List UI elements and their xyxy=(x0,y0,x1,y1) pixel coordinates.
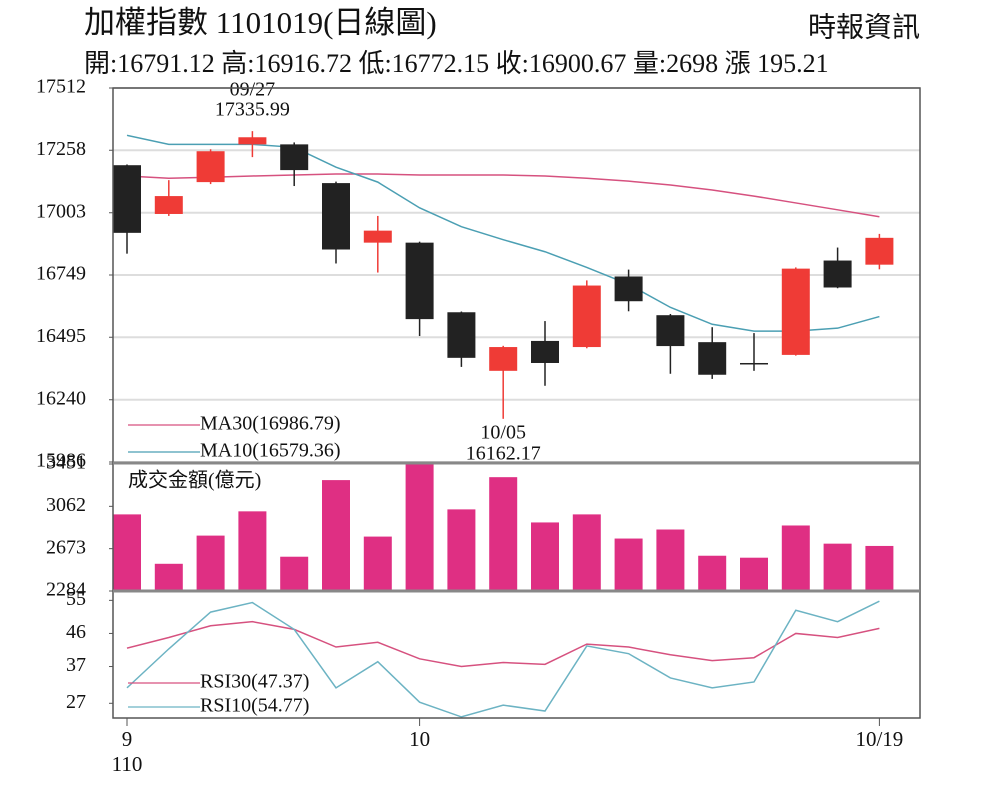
frame xyxy=(112,87,921,719)
legend-label: RSI30(47.37) xyxy=(200,671,309,693)
bar xyxy=(740,557,768,591)
bar xyxy=(113,514,141,591)
bar xyxy=(280,556,309,591)
line-group xyxy=(126,620,880,668)
bar xyxy=(238,511,267,591)
x-tick-label: 10/19 xyxy=(855,727,903,751)
candle-body xyxy=(447,312,476,358)
x-tick-label: 9 xyxy=(122,727,133,751)
bar xyxy=(656,529,685,591)
line xyxy=(126,134,880,332)
bar xyxy=(196,535,225,591)
y-tick-label: 16749 xyxy=(36,263,86,285)
y-tick-label: 3062 xyxy=(46,494,86,516)
bar xyxy=(698,555,727,591)
bar xyxy=(781,525,810,591)
y-tick-label: 2284 xyxy=(46,579,86,601)
y-tick-label: 27 xyxy=(66,691,86,713)
bar xyxy=(322,480,350,591)
line xyxy=(126,600,880,718)
y-tick-label: 46 xyxy=(66,621,86,643)
bar xyxy=(531,522,559,591)
candle-body xyxy=(531,340,559,363)
candle-body xyxy=(363,230,392,243)
bar xyxy=(154,563,183,591)
candle-body xyxy=(196,151,225,183)
candle-body xyxy=(154,196,183,214)
legend-label: MA30(16986.79) xyxy=(200,413,341,435)
y-tick-label: 2673 xyxy=(46,536,86,558)
candle-body xyxy=(322,183,350,250)
y-tick-label: 17003 xyxy=(36,200,86,222)
candle-body xyxy=(113,165,141,233)
candle-body xyxy=(572,285,601,348)
bar xyxy=(865,545,894,591)
chart-title: 加權指數 1101019(日線圖) xyxy=(84,5,437,40)
y-tick-label: 15986 xyxy=(36,450,86,472)
candle-body xyxy=(238,137,267,145)
candle-body xyxy=(781,268,810,355)
candle-body xyxy=(823,260,852,288)
candle-body xyxy=(614,276,643,302)
bar xyxy=(572,514,601,591)
candle-body xyxy=(698,342,727,375)
annotation-value: 17335.99 xyxy=(215,99,290,121)
panel-label: 成交金額(億元) xyxy=(128,469,261,492)
legend-label: RSI10(54.77) xyxy=(200,695,309,717)
bar xyxy=(405,464,434,591)
candle-body xyxy=(405,242,434,320)
bar xyxy=(823,543,852,591)
candle-body xyxy=(656,315,685,347)
line-group xyxy=(126,600,880,718)
annotation-value: 16162.17 xyxy=(466,442,541,464)
candle-body xyxy=(865,237,894,265)
annotation-date: 10/05 xyxy=(480,421,526,443)
x-sublabel: 110 xyxy=(112,752,143,776)
source: 時報資訊 xyxy=(808,11,920,43)
y-tick-label: 16495 xyxy=(36,325,86,347)
bar xyxy=(447,509,476,591)
candle-body xyxy=(280,144,309,171)
chart-subtitle: 開:16791.12 高:16916.72 低:16772.15 收:16900… xyxy=(84,49,829,78)
candle-body xyxy=(740,362,768,365)
bar xyxy=(363,536,392,591)
y-tick-label: 16240 xyxy=(36,387,86,409)
bars xyxy=(113,464,894,591)
y-tick-label: 17258 xyxy=(36,138,86,160)
y-tick-label: 37 xyxy=(66,654,86,676)
candle-body xyxy=(489,347,518,371)
y-tick-label: 17512 xyxy=(36,76,86,98)
plot-area: 15986 16240 16495 16749 17003 17258 17512 2284 2… xyxy=(36,76,920,776)
line-group xyxy=(126,134,880,332)
bar xyxy=(489,477,518,591)
y-tick-label: 55 xyxy=(66,588,86,610)
bar xyxy=(614,538,643,591)
line xyxy=(126,173,880,218)
y-tick-label: 3451 xyxy=(46,452,86,474)
line xyxy=(126,620,880,668)
x-tick-label: 10 xyxy=(409,727,430,751)
annotation-date: 09/27 xyxy=(230,79,276,101)
line-group xyxy=(126,173,880,218)
legend-label: MA10(16579.36) xyxy=(200,440,341,462)
